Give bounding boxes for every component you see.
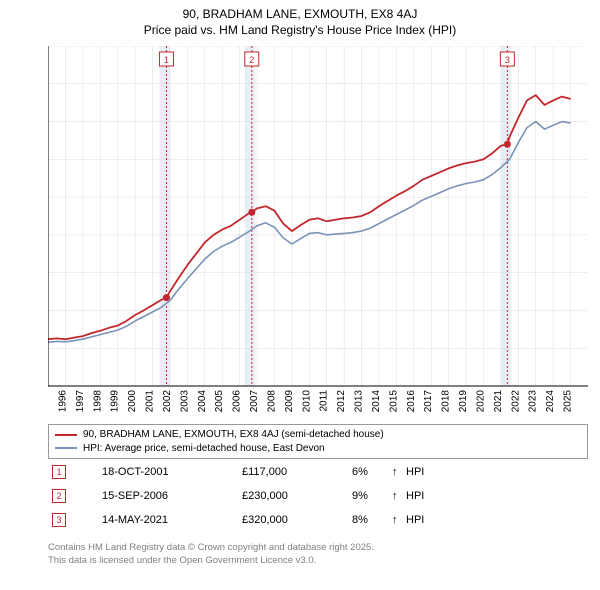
arrow-up-icon: ↑ [392,490,406,502]
chart-svg: 123£0£50K£100K£150K£200K£250K£300K£350K£… [48,46,588,416]
svg-text:2003: 2003 [179,390,190,413]
svg-text:2001: 2001 [145,390,156,413]
event-pct: 6% [352,466,392,478]
event-price: £117,000 [242,466,352,478]
svg-text:3: 3 [505,55,510,65]
event-pct: 8% [352,514,392,526]
event-tag: HPI [406,490,424,502]
svg-text:2011: 2011 [319,390,330,412]
svg-text:2007: 2007 [249,390,260,413]
svg-text:2023: 2023 [528,390,539,413]
event-date: 18-OCT-2001 [102,466,242,478]
svg-text:2018: 2018 [441,390,452,413]
title-line-1: 90, BRADHAM LANE, EXMOUTH, EX8 4AJ [0,6,600,22]
legend-row: 90, BRADHAM LANE, EXMOUTH, EX8 4AJ (semi… [55,428,581,442]
svg-text:2012: 2012 [336,390,347,413]
svg-text:2010: 2010 [301,390,312,413]
legend-swatch [55,447,77,449]
arrow-up-icon: ↑ [392,514,406,526]
svg-text:2024: 2024 [545,390,556,413]
svg-text:2019: 2019 [458,390,469,413]
svg-text:2025: 2025 [563,390,574,413]
legend-label: 90, BRADHAM LANE, EXMOUTH, EX8 4AJ (semi… [83,428,384,442]
svg-text:2005: 2005 [214,390,225,413]
event-date: 14-MAY-2021 [102,514,242,526]
event-badge: 2 [52,489,66,503]
legend-box: 90, BRADHAM LANE, EXMOUTH, EX8 4AJ (semi… [48,424,588,459]
svg-text:2: 2 [249,55,254,65]
svg-text:1: 1 [164,55,169,65]
svg-text:1996: 1996 [57,390,68,413]
svg-text:2008: 2008 [266,390,277,413]
svg-text:2020: 2020 [475,390,486,413]
footer-line-1: Contains HM Land Registry data © Crown c… [48,542,374,555]
legend-swatch [55,434,77,436]
svg-text:1997: 1997 [75,390,86,413]
svg-text:2013: 2013 [354,390,365,413]
svg-text:2006: 2006 [232,390,243,413]
event-row: 3 14-MAY-2021 £320,000 8% ↑ HPI [48,508,588,532]
footer-text: Contains HM Land Registry data © Crown c… [48,542,374,568]
svg-text:2015: 2015 [388,390,399,413]
svg-text:2014: 2014 [371,390,382,413]
svg-text:2021: 2021 [493,390,504,413]
svg-text:2017: 2017 [423,390,434,413]
chart-title-block: 90, BRADHAM LANE, EXMOUTH, EX8 4AJ Price… [0,0,600,38]
page-container: 90, BRADHAM LANE, EXMOUTH, EX8 4AJ Price… [0,0,600,590]
svg-text:2009: 2009 [284,390,295,413]
svg-text:2016: 2016 [406,390,417,413]
event-date: 15-SEP-2006 [102,490,242,502]
event-row: 1 18-OCT-2001 £117,000 6% ↑ HPI [48,460,588,484]
event-badge: 3 [52,513,66,527]
svg-text:2002: 2002 [162,390,173,413]
event-tag: HPI [406,466,424,478]
event-price: £230,000 [242,490,352,502]
chart-area: 123£0£50K£100K£150K£200K£250K£300K£350K£… [48,46,588,416]
svg-text:1995: 1995 [48,390,51,413]
legend-label: HPI: Average price, semi-detached house,… [83,442,325,456]
title-line-2: Price paid vs. HM Land Registry's House … [0,22,600,38]
legend-row: HPI: Average price, semi-detached house,… [55,442,581,456]
event-badge: 1 [52,465,66,479]
arrow-up-icon: ↑ [392,466,406,478]
event-pct: 9% [352,490,392,502]
svg-text:2022: 2022 [510,390,521,413]
svg-text:2000: 2000 [127,390,138,413]
events-table: 1 18-OCT-2001 £117,000 6% ↑ HPI 2 15-SEP… [48,460,588,532]
svg-text:1998: 1998 [92,390,103,413]
event-price: £320,000 [242,514,352,526]
svg-text:2004: 2004 [197,390,208,413]
event-tag: HPI [406,514,424,526]
svg-text:1999: 1999 [110,390,121,413]
event-row: 2 15-SEP-2006 £230,000 9% ↑ HPI [48,484,588,508]
footer-line-2: This data is licensed under the Open Gov… [48,555,374,568]
